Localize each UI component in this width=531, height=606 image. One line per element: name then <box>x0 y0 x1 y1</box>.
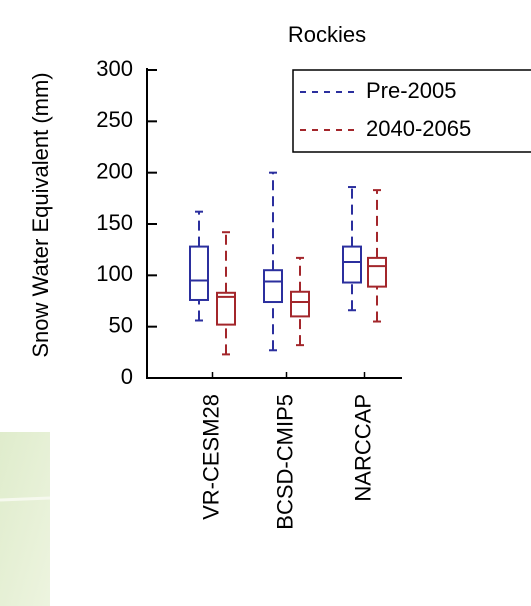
x-tick-label: BCSD-CMIP5 <box>272 394 297 530</box>
background-photo-edge <box>0 496 51 502</box>
x-tick-label: NARCCAP <box>350 394 375 502</box>
legend-label: 2040-2065 <box>366 116 471 141</box>
box <box>367 256 387 288</box>
box <box>189 245 209 301</box>
y-tick-label: 0 <box>121 364 133 389</box>
chart-title: Rockies <box>288 22 366 47</box>
y-tick-label: 300 <box>96 56 133 81</box>
box <box>216 291 236 326</box>
y-tick-label: 150 <box>96 210 133 235</box>
box <box>290 290 310 318</box>
legend-box <box>292 69 531 153</box>
box <box>342 245 362 284</box>
legend-label: Pre-2005 <box>366 78 457 103</box>
x-tick-label: VR-CESM28 <box>198 394 223 520</box>
box <box>263 269 283 304</box>
y-tick-label: 250 <box>96 107 133 132</box>
y-tick-label: 50 <box>109 312 133 337</box>
background-photo <box>0 432 50 606</box>
y-tick-label: 100 <box>96 261 133 286</box>
y-axis-label: Snow Water Equivalent (mm) <box>28 72 53 357</box>
y-tick-label: 200 <box>96 158 133 183</box>
